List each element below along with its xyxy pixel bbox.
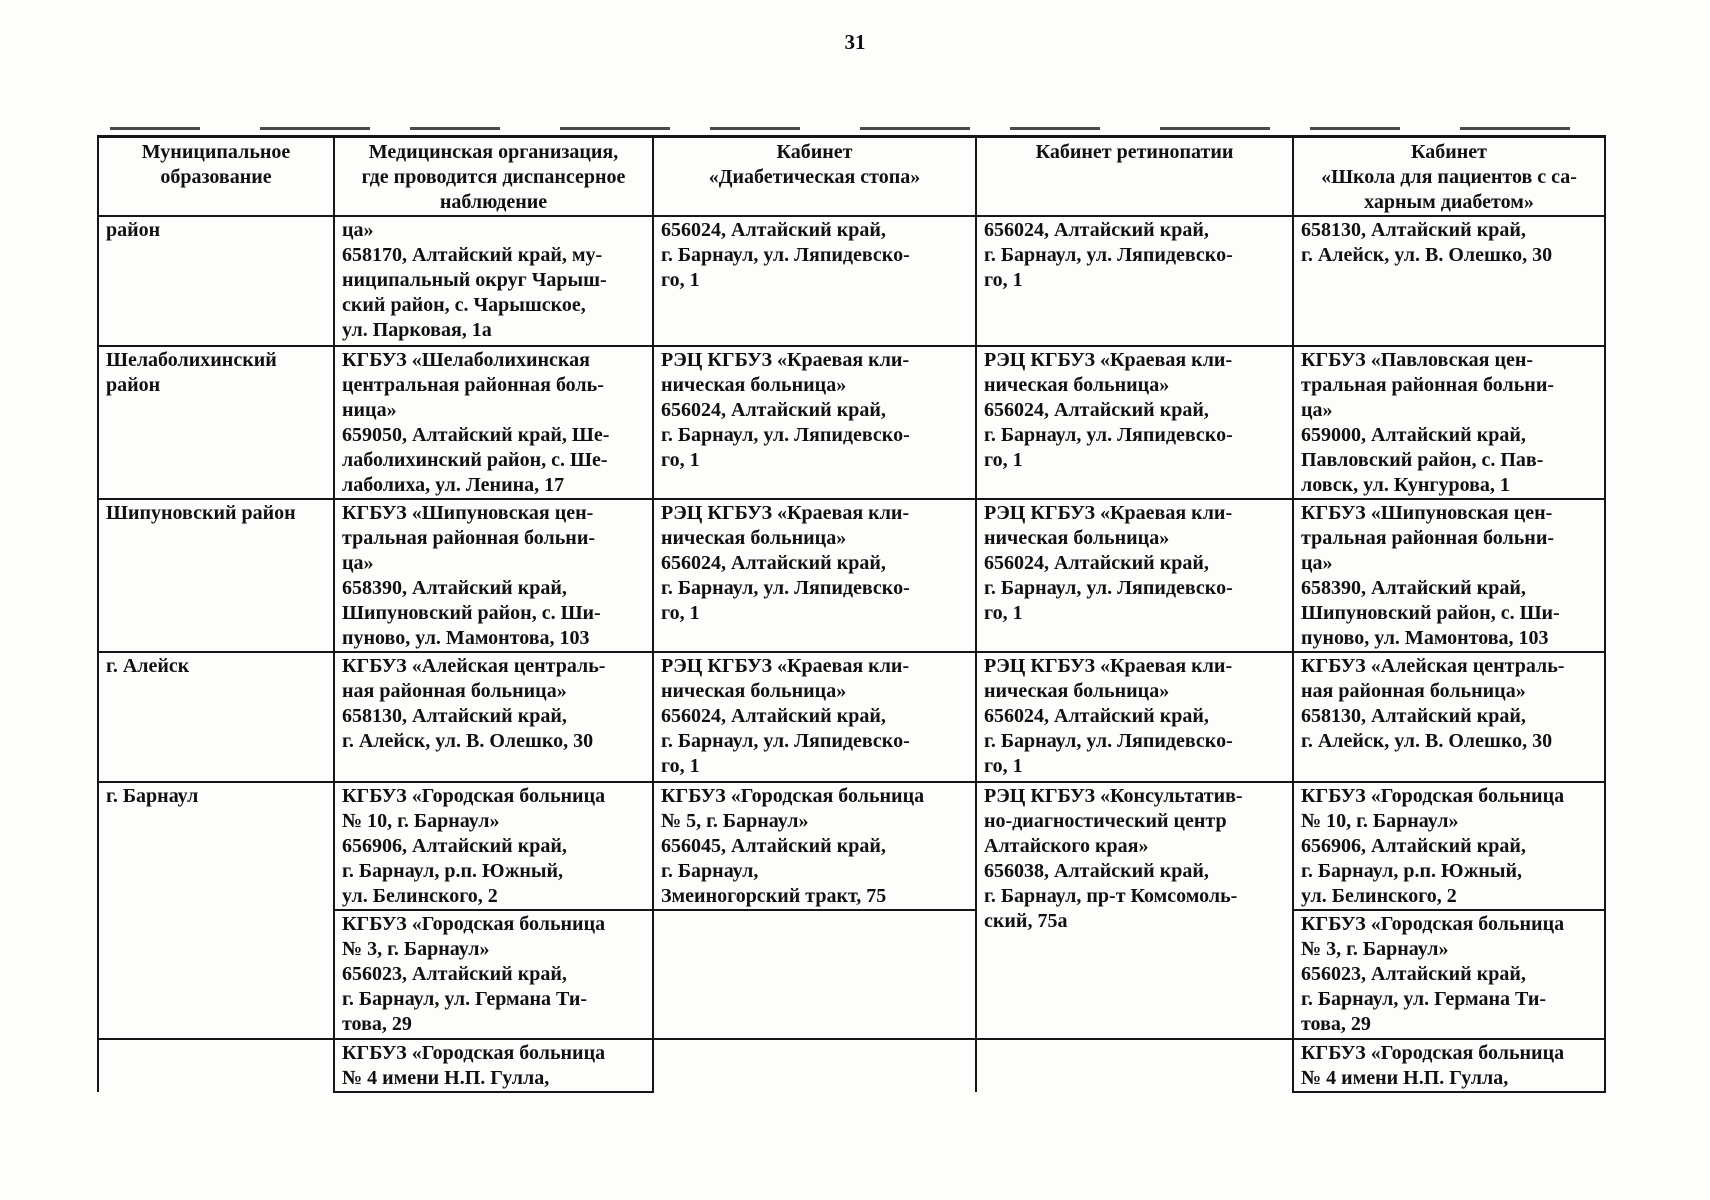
cell-retinopathy-cabinet: РЭЦ КГБУЗ «Краевая кли- ническая больниц…	[975, 651, 1294, 783]
cell-foot-cabinet: КГБУЗ «Городская больница № 5, г. Барнау…	[652, 781, 977, 911]
header-med-org: Медицинская организация, где проводится …	[333, 135, 654, 217]
cell-foot-cabinet: РЭЦ КГБУЗ «Краевая кли- ническая больниц…	[652, 651, 977, 783]
header-municipality: Муниципальное образование	[97, 135, 335, 217]
cell-med-org: КГБУЗ «Шелаболихинская центральная район…	[333, 345, 654, 500]
cell-school-cabinet: КГБУЗ «Городская больница № 4 имени Н.П.…	[1292, 1038, 1606, 1093]
header-retinopathy-cabinet: Кабинет ретинопатии	[975, 135, 1294, 217]
cell-school-cabinet: КГБУЗ «Алейская централь- ная районная б…	[1292, 651, 1606, 783]
cell-foot-cabinet: РЭЦ КГБУЗ «Краевая кли- ническая больниц…	[652, 345, 977, 500]
cell-retinopathy-cabinet: 656024, Алтайский край, г. Барнаул, ул. …	[975, 215, 1294, 347]
cell-med-org: ца» 658170, Алтайский край, му- ниципаль…	[333, 215, 654, 347]
cell-school-cabinet: 658130, Алтайский край, г. Алейск, ул. В…	[1292, 215, 1606, 347]
cell-med-org: КГБУЗ «Городская больница № 4 имени Н.П.…	[333, 1038, 654, 1093]
cell-municipality: Шипуновский район	[97, 498, 335, 653]
cell-school-cabinet: КГБУЗ «Павловская цен- тральная районная…	[1292, 345, 1606, 500]
cell-empty	[97, 1038, 335, 1092]
table-row-barnaul-1: г. Барнаул КГБУЗ «Городская больница № 1…	[97, 781, 1606, 1040]
cell-school-cabinet: КГБУЗ «Городская больница № 3, г. Барнау…	[1292, 909, 1606, 1040]
header-school-cabinet: Кабинет «Школа для пациентов с са- харны…	[1292, 135, 1606, 217]
table-row: Шипуновский район КГБУЗ «Шипуновская цен…	[97, 498, 1606, 653]
cell-retinopathy-cabinet: РЭЦ КГБУЗ «Краевая кли- ническая больниц…	[975, 498, 1294, 653]
cell-empty	[975, 1038, 1294, 1092]
cell-municipality: г. Алейск	[97, 651, 335, 783]
cell-empty	[652, 909, 977, 1040]
cell-foot-cabinet: 656024, Алтайский край, г. Барнаул, ул. …	[652, 215, 977, 347]
cell-med-org: КГБУЗ «Городская больница № 10, г. Барна…	[333, 781, 654, 911]
cell-empty	[652, 1038, 977, 1092]
cell-foot-cabinet: РЭЦ КГБУЗ «Краевая кли- ническая больниц…	[652, 498, 977, 653]
page-number: 31	[844, 30, 866, 54]
cell-municipality: район	[97, 215, 335, 347]
table-header-row: Муниципальное образование Медицинская ор…	[97, 135, 1606, 217]
cell-school-cabinet: КГБУЗ «Городская больница № 10, г. Барна…	[1292, 781, 1606, 911]
header-foot-cabinet: Кабинет «Диабетическая стопа»	[652, 135, 977, 217]
cell-retinopathy-cabinet: РЭЦ КГБУЗ «Консультатив- но-диагностичес…	[975, 781, 1294, 1040]
cell-med-org: КГБУЗ «Городская больница № 3, г. Барнау…	[333, 909, 654, 1040]
cell-med-org: КГБУЗ «Алейская централь- ная районная б…	[333, 651, 654, 783]
cell-med-org: КГБУЗ «Шипуновская цен- тральная районна…	[333, 498, 654, 653]
table-row-barnaul-2: КГБУЗ «Городская больница № 3, г. Барнау…	[98, 909, 1606, 1040]
scan-artifact-line	[110, 127, 1590, 130]
cell-municipality: г. Барнаул	[97, 781, 335, 1040]
cell-retinopathy-cabinet: РЭЦ КГБУЗ «Краевая кли- ническая больниц…	[975, 345, 1294, 500]
cell-municipality: Шелаболихинский район	[97, 345, 335, 500]
table-row: район ца» 658170, Алтайский край, му- ни…	[97, 215, 1606, 347]
cell-school-cabinet: КГБУЗ «Шипуновская цен- тральная районна…	[1292, 498, 1606, 653]
table-row: Шелаболихинский район КГБУЗ «Шелаболихин…	[97, 345, 1606, 500]
dispensary-table: Муниципальное образование Медицинская ор…	[97, 135, 1606, 1093]
table-row-barnaul-3-cut: КГБУЗ «Городская больница № 4 имени Н.П.…	[97, 1038, 1606, 1093]
table-row: г. Алейск КГБУЗ «Алейская централь- ная …	[97, 651, 1606, 783]
